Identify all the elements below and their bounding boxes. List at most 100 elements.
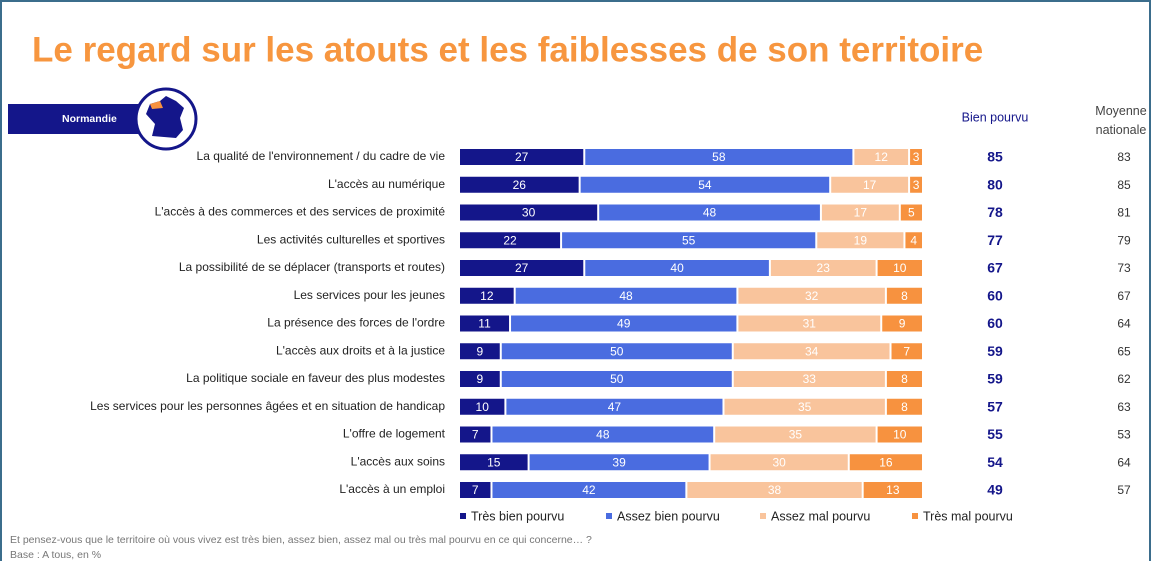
bar-segment bbox=[599, 204, 820, 221]
national-value: 79 bbox=[1117, 233, 1131, 247]
bar-segment bbox=[460, 232, 561, 249]
bien-pourvu-value: 60 bbox=[987, 287, 1003, 303]
value-label: 10 bbox=[893, 428, 907, 442]
national-value: 57 bbox=[1117, 483, 1131, 497]
bar-segment bbox=[501, 343, 732, 360]
bar-segment bbox=[460, 204, 598, 221]
value-label: 27 bbox=[515, 150, 529, 164]
bien-pourvu-value: 57 bbox=[987, 398, 1003, 414]
bar-segment bbox=[817, 232, 904, 249]
national-value: 64 bbox=[1117, 317, 1131, 331]
value-label: 17 bbox=[863, 178, 877, 192]
bar-segment bbox=[831, 176, 909, 193]
footnote: Et pensez-vous que le territoire où vous… bbox=[10, 534, 592, 546]
badge-label: Normandie bbox=[62, 113, 117, 125]
national-value: 85 bbox=[1117, 178, 1131, 192]
value-label: 8 bbox=[901, 400, 908, 414]
value-label: 8 bbox=[901, 289, 908, 303]
value-label: 30 bbox=[772, 455, 786, 469]
national-value: 83 bbox=[1117, 150, 1131, 164]
bar-segment bbox=[886, 287, 922, 304]
bien-pourvu-value: 59 bbox=[987, 343, 1003, 359]
value-label: 12 bbox=[875, 150, 889, 164]
national-value: 67 bbox=[1117, 289, 1131, 303]
legend-label: Très mal pourvu bbox=[923, 509, 1013, 523]
category-label: L'accès aux soins bbox=[351, 454, 445, 468]
bar-segment bbox=[580, 176, 830, 193]
column-header: Bien pourvu bbox=[962, 110, 1029, 124]
bar-segment bbox=[715, 426, 876, 443]
bien-pourvu-value: 54 bbox=[987, 454, 1003, 470]
bar-segment bbox=[710, 454, 848, 471]
footnote: Base : A tous, en % bbox=[10, 549, 101, 561]
national-value: 53 bbox=[1117, 428, 1131, 442]
national-value: 65 bbox=[1117, 344, 1131, 358]
bien-pourvu-value: 67 bbox=[987, 260, 1003, 276]
value-label: 42 bbox=[582, 483, 596, 497]
bar-segment bbox=[460, 398, 505, 415]
bar-segment bbox=[460, 287, 514, 304]
bar-segment bbox=[460, 426, 491, 443]
value-label: 4 bbox=[910, 233, 917, 247]
bar-segment bbox=[770, 260, 876, 276]
legend-label: Très bien pourvu bbox=[471, 509, 564, 523]
bar-segment bbox=[905, 232, 922, 249]
value-label: 11 bbox=[478, 317, 491, 331]
national-value: 63 bbox=[1117, 400, 1131, 414]
value-label: 7 bbox=[903, 344, 910, 358]
bar-segment bbox=[738, 287, 885, 304]
bar-segment bbox=[877, 260, 922, 276]
category-label: L'accès à des commerces et des services … bbox=[155, 205, 446, 219]
bar-segment bbox=[854, 149, 909, 165]
value-label: 8 bbox=[901, 372, 908, 386]
value-label: 35 bbox=[789, 428, 803, 442]
value-label: 22 bbox=[503, 233, 517, 247]
bar-segment bbox=[460, 149, 584, 165]
value-label: 7 bbox=[472, 428, 479, 442]
category-label: Les services pour les jeunes bbox=[294, 288, 445, 302]
category-label: Les services pour les personnes âgées et… bbox=[90, 399, 445, 413]
national-value: 73 bbox=[1117, 261, 1131, 275]
bar-segment bbox=[460, 482, 491, 498]
bar-segment bbox=[492, 482, 686, 498]
bar-segment bbox=[501, 371, 732, 387]
value-label: 54 bbox=[698, 178, 712, 192]
value-label: 33 bbox=[803, 372, 817, 386]
bar-segment bbox=[900, 204, 922, 221]
value-label: 49 bbox=[617, 317, 631, 331]
bar-segment bbox=[891, 343, 922, 360]
bar-segment bbox=[529, 454, 709, 471]
bar-segment bbox=[511, 315, 737, 332]
value-label: 23 bbox=[817, 261, 831, 275]
category-label: La qualité de l'environnement / du cadre… bbox=[197, 149, 446, 163]
bar-segment bbox=[863, 482, 922, 498]
bien-pourvu-value: 77 bbox=[987, 232, 1003, 248]
bar-segment bbox=[492, 426, 714, 443]
value-label: 58 bbox=[712, 150, 726, 164]
bar-segment bbox=[849, 454, 922, 471]
value-label: 32 bbox=[805, 289, 819, 303]
bar-segment bbox=[687, 482, 862, 498]
bien-pourvu-value: 55 bbox=[987, 426, 1003, 442]
bar-segment bbox=[460, 260, 584, 276]
legend-swatch bbox=[760, 513, 766, 519]
value-label: 17 bbox=[854, 206, 868, 220]
value-label: 34 bbox=[805, 344, 819, 358]
value-label: 3 bbox=[913, 178, 920, 192]
value-label: 5 bbox=[908, 206, 915, 220]
bien-pourvu-value: 60 bbox=[987, 315, 1003, 331]
chart-title: Le regard sur les atouts et les faibless… bbox=[32, 30, 983, 69]
value-label: 48 bbox=[619, 289, 633, 303]
bar-segment bbox=[585, 149, 853, 165]
bien-pourvu-value: 49 bbox=[987, 482, 1003, 498]
legend-swatch bbox=[460, 513, 466, 519]
bar-segment bbox=[733, 343, 890, 360]
value-label: 30 bbox=[522, 206, 536, 220]
bar-segment bbox=[738, 315, 881, 332]
value-label: 7 bbox=[472, 483, 479, 497]
value-label: 40 bbox=[670, 261, 684, 275]
national-value: 62 bbox=[1117, 372, 1131, 386]
